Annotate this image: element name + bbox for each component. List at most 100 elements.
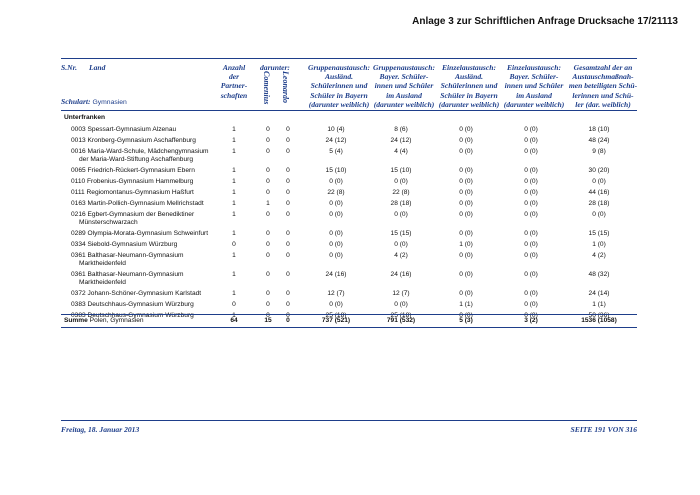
einzel-ausl-value: 0 (0)	[459, 167, 473, 174]
total-gesamt: 1536 (1058)	[581, 317, 617, 324]
school-name-line: 0016 Maria-Ward-Schule, Mädchengymnasium	[71, 148, 209, 155]
leonardo-count: 0	[286, 148, 290, 155]
school-name-line: 0383 Deutschhaus-Gymnasium Würzburg	[71, 301, 194, 308]
leonardo-count: 0	[286, 126, 290, 133]
gruppen-bay-value: 8 (6)	[394, 126, 408, 133]
einzel-bay-value: 0 (0)	[524, 230, 538, 237]
school-name: 0065 Friedrich-Rückert-Gymnasium Ebern	[71, 167, 223, 175]
gesamt-value: 28 (18)	[588, 200, 610, 207]
comenius-count: 1	[266, 200, 270, 207]
leonardo-count: 0	[286, 178, 290, 185]
einzel-bay-value: 0 (0)	[524, 137, 538, 144]
anzahl-header: Anzahl der Partner-schaften	[220, 63, 248, 100]
snr-header: S.Nr.	[61, 63, 78, 72]
school-name-line: 0003 Spessart-Gymnasium Alzenau	[71, 126, 177, 133]
partner-count: 1	[232, 252, 236, 259]
gruppen-ausl-value: 0 (0)	[329, 252, 343, 259]
comenius-count: 0	[266, 241, 270, 248]
partner-count: 1	[232, 271, 236, 278]
gesamt-value: 15 (15)	[588, 230, 610, 237]
gruppen-ausl-value: 22 (8)	[327, 189, 345, 196]
gruppen-ausl-value: 0 (0)	[329, 178, 343, 185]
gruppen-ausl-header: Gruppenaustausch: Ausländ. Schülerinnen un…	[307, 63, 371, 109]
school-name-line: 0110 Frobenius-Gymnasium Hammelburg	[71, 178, 194, 185]
comenius-count: 0	[266, 137, 270, 144]
gesamt-value: 4 (2)	[592, 252, 606, 259]
einzel-bay-value: 0 (0)	[524, 252, 538, 259]
schulart-header: Schulart: Gymnasien	[61, 97, 127, 106]
leonardo-count: 0	[286, 167, 290, 174]
partner-count: 1	[232, 230, 236, 237]
total-partner: 64	[230, 317, 238, 324]
gruppen-ausl-value: 15 (10)	[325, 167, 347, 174]
school-name-line: 0111 Regiomontanus-Gymnasium Haßfurt	[71, 189, 194, 196]
comenius-count: 0	[266, 230, 270, 237]
school-name: 0163 Martin-Pollich-Gymnasium Mellrichst…	[71, 200, 223, 208]
einzel-bay-value: 0 (0)	[524, 178, 538, 185]
einzel-ausl-value: 0 (0)	[459, 189, 473, 196]
school-name-line: 0372 Johann-Schöner-Gymnasium Karlstadt	[71, 290, 202, 297]
gruppen-bay-value: 22 (8)	[392, 189, 410, 196]
einzel-ausl-value: 0 (0)	[459, 312, 473, 319]
annex-title: Anlage 3 zur Schriftlichen Anfrage Druck…	[412, 16, 678, 27]
gruppen-bay-value: 24 (16)	[390, 271, 412, 278]
total-top-rule	[61, 314, 637, 315]
gruppen-bay-value: 12 (7)	[392, 290, 410, 297]
school-name: 0003 Spessart-Gymnasium Alzenau	[71, 126, 223, 134]
einzel-bay-value: 0 (0)	[524, 126, 538, 133]
gesamt-value: 0 (0)	[592, 211, 606, 218]
leonardo-count: 0	[286, 230, 290, 237]
school-name: 0383 Deutschhaus-Gymnasium Würzburg	[71, 312, 223, 320]
gruppen-ausl-value: 0 (0)	[329, 200, 343, 207]
einzel-ausl-header: Einzelaustausch: Ausländ. Schülerinnen und…	[438, 63, 500, 109]
partner-count: 1	[232, 312, 236, 319]
footer-page: SEITE 191 VON 316	[570, 425, 637, 434]
partner-count: 0	[232, 301, 236, 308]
footer-rule	[61, 420, 637, 421]
partner-count: 1	[232, 200, 236, 207]
land-header: Land	[89, 63, 106, 72]
gruppen-ausl-value: 0 (0)	[329, 230, 343, 237]
gruppen-ausl-value: 0 (0)	[329, 241, 343, 248]
leonardo-count: 0	[286, 290, 290, 297]
gruppen-bay-value: 28 (18)	[390, 200, 412, 207]
leonardo-count: 0	[286, 271, 290, 278]
gruppen-ausl-value: 0 (0)	[329, 301, 343, 308]
gruppen-bay-value: 0 (0)	[394, 241, 408, 248]
gruppen-bay-value: 15 (10)	[390, 167, 412, 174]
einzel-bay-value: 0 (0)	[524, 301, 538, 308]
gesamt-value: 18 (10)	[588, 126, 610, 133]
school-name-line: 0216 Egbert-Gymnasium der Benediktiner	[71, 211, 195, 218]
einzel-bay-value: 0 (0)	[524, 211, 538, 218]
total-label: Summe	[64, 317, 88, 324]
einzel-ausl-value: 0 (0)	[459, 252, 473, 259]
comenius-count: 0	[266, 271, 270, 278]
einzel-bay-value: 0 (0)	[524, 271, 538, 278]
partner-count: 1	[232, 189, 236, 196]
gruppen-bay-value: 0 (0)	[394, 178, 408, 185]
school-name-line: 0163 Martin-Pollich-Gymnasium Mellrichst…	[71, 200, 204, 207]
school-name: 0016 Maria-Ward-Schule, Mädchengymnasium…	[71, 148, 223, 164]
einzel-ausl-value: 0 (0)	[459, 230, 473, 237]
einzel-bay-value: 0 (0)	[524, 167, 538, 174]
gesamt-value: 50 (36)	[588, 312, 610, 319]
header-top-rule	[61, 58, 637, 59]
leonardo-count: 0	[286, 312, 290, 319]
school-name-line: 0361 Balthasar-Neumann-Gymnasium	[71, 252, 184, 259]
total-einzel-ausl: 5 (3)	[459, 317, 473, 324]
school-name: 0334 Siebold-Gymnasium Würzburg	[71, 241, 223, 249]
school-name-line: 0361 Balthasar-Neumann-Gymnasium	[71, 271, 184, 278]
einzel-ausl-value: 0 (0)	[459, 200, 473, 207]
einzel-bay-value: 0 (0)	[524, 312, 538, 319]
partner-count: 1	[232, 148, 236, 155]
einzel-ausl-value: 0 (0)	[459, 148, 473, 155]
einzel-ausl-value: 0 (0)	[459, 126, 473, 133]
comenius-count: 0	[266, 178, 270, 185]
leonardo-count: 0	[286, 252, 290, 259]
school-name: 0013 Kronberg-Gymnasium Aschaffenburg	[71, 137, 223, 145]
gruppen-ausl-value: 25 (18)	[325, 312, 347, 319]
einzel-ausl-value: 0 (0)	[459, 211, 473, 218]
leonardo-count: 0	[286, 137, 290, 144]
gruppen-bay-value: 0 (0)	[394, 301, 408, 308]
gruppen-bay-value: 24 (12)	[390, 137, 412, 144]
